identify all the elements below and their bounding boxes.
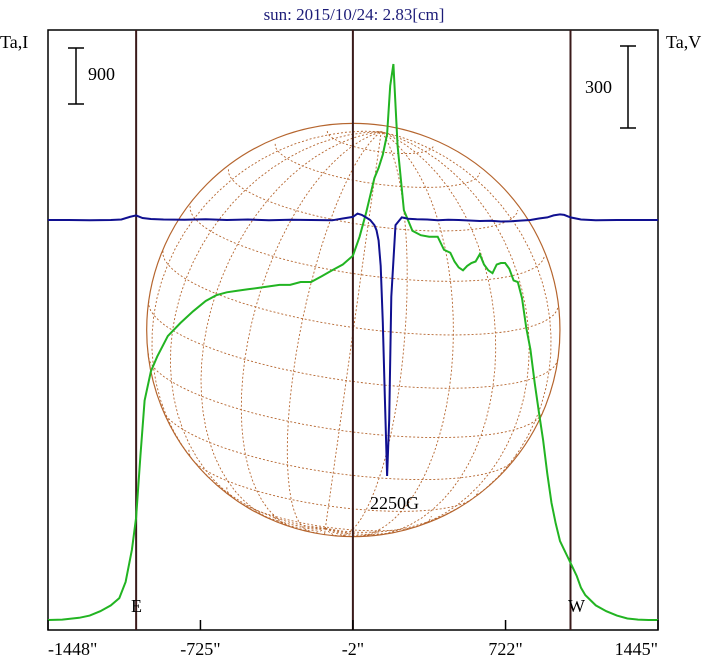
latitude-gridline [326,130,434,155]
x-tick-label: 1445" [615,639,658,659]
latitude-gridline [147,353,545,439]
longitude-gridline [151,130,382,529]
longitude-gridline [286,131,382,533]
latitude-gridline [161,404,517,481]
x-tick-label: 722" [488,639,522,659]
latitude-gridline [227,169,519,232]
x-tick-label: -2" [342,639,364,659]
limb-label-west: W [568,596,585,616]
x-axis-ticks: -1448" -725" -2" 722" 1445" [47,620,659,659]
series-ta-i-line [47,63,658,621]
longitude-gridline [325,131,497,537]
chart-title: sun: 2015/10/24: 2.83[cm] [264,5,445,24]
right-scale-bar [620,45,636,129]
right-scale-bar-label: 300 [585,77,612,97]
longitude-gridline [200,131,382,530]
longitude-gridline [325,131,454,537]
vertical-reference-lines [135,30,572,630]
latitude-gridline [188,449,479,512]
latitude-gridline [272,514,380,537]
latitude-gridline [274,143,481,188]
series-ta-v-line [48,212,658,477]
annotation-2250g: 2250G [370,493,419,513]
x-tick-label: -1448" [48,639,97,659]
longitude-gridline [325,131,408,537]
longitude-gridline [240,131,382,531]
limb-label-east: E [131,596,142,616]
longitude-gridline [325,131,552,533]
left-scale-bar-label: 900 [88,64,115,84]
x-tick-label: -725" [180,639,220,659]
left-scale-bar [68,47,84,105]
left-axis-label: Ta,I [0,32,28,52]
longitude-gridline [169,131,382,529]
right-axis-label: Ta,V [666,32,701,52]
longitude-gridline [325,131,530,535]
